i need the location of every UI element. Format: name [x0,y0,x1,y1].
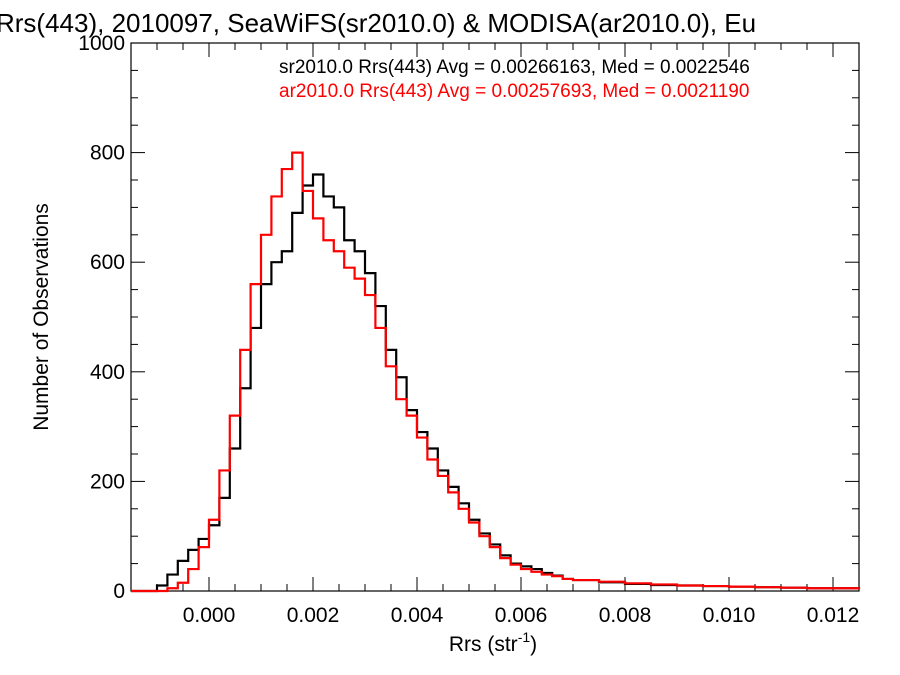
x-tick-label: 0.012 [807,604,860,627]
x-tick-label: 0.008 [599,604,652,627]
x-tick-label: 0.006 [495,604,548,627]
x-axis-label-superscript: -1 [518,629,531,645]
x-axis-label: Rrs (str-1) [449,629,537,656]
plot-frame [130,42,860,592]
y-axis-label: Number of Observations [30,203,53,431]
y-tick-label: 0 [113,580,125,603]
y-tick-label: 1000 [78,32,125,55]
legend-entry-ar2010: ar2010.0 Rrs(443) Avg = 0.00257693, Med … [279,81,749,102]
x-axis-ticks: 0.000 0.002 0.004 0.006 0.008 0.010 0.012 [130,43,860,627]
chart-title: Rrs(443), 2010097, SeaWiFS(sr2010.0) & M… [0,8,756,38]
series-lines [131,151,861,593]
y-axis-ticks: 0 200 400 600 800 1000 [78,32,859,603]
x-tick-label: 0.010 [703,604,756,627]
x-tick-label: 0.004 [391,604,444,627]
x-axis-label-suffix: ) [530,633,537,656]
x-tick-label: 0.000 [183,604,236,627]
y-tick-label: 200 [90,470,125,493]
x-tick-label: 0.002 [287,604,340,627]
series-line-ar2010-0 [131,151,861,593]
legend-entry-sr2010: sr2010.0 Rrs(443) Avg = 0.00266163, Med … [279,57,750,78]
y-tick-label: 800 [90,142,125,165]
y-tick-label: 400 [90,361,125,384]
y-tick-label: 600 [90,251,125,274]
